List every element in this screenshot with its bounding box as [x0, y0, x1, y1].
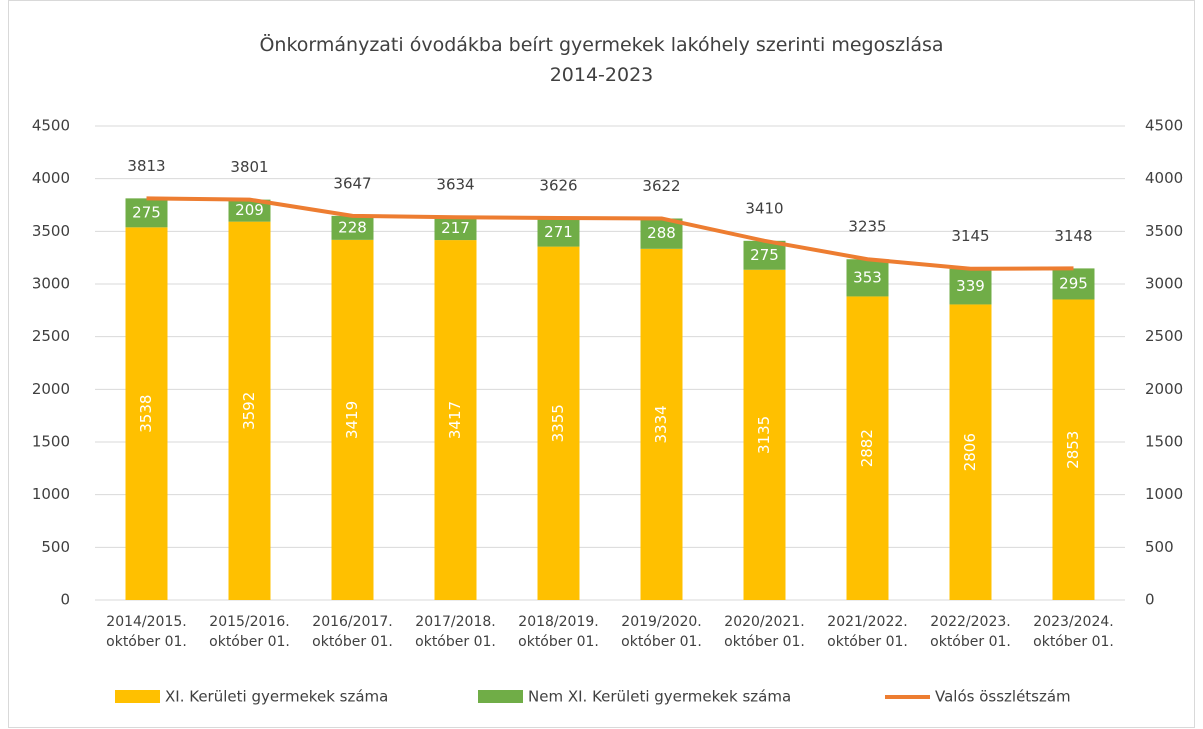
y2-tick-label: 500 — [1145, 538, 1174, 556]
bar-value-label: 275 — [750, 246, 779, 264]
line-value-label: 3148 — [1054, 227, 1092, 245]
bar — [743, 269, 786, 600]
y2-tick-label: 2500 — [1145, 327, 1183, 345]
bar-value-label: 275 — [132, 203, 161, 221]
bar-value-label: 228 — [338, 218, 367, 236]
bar — [331, 215, 374, 240]
y2-tick-label: 3500 — [1145, 222, 1183, 240]
bar-value-label: 3419 — [343, 401, 361, 439]
bar — [743, 240, 786, 270]
bar — [434, 240, 477, 601]
bar-value-label: 353 — [853, 268, 882, 286]
bar-value-label: 3355 — [549, 404, 567, 442]
bar — [537, 218, 580, 247]
bar — [1052, 299, 1095, 600]
y-tick-label: 0 — [60, 591, 70, 609]
x-tick-label: 2015/2016. október 01. — [209, 614, 290, 650]
bar — [640, 248, 683, 600]
y2-tick-label: 4000 — [1145, 169, 1183, 187]
bar — [949, 304, 992, 600]
x-tick-label: 2018/2019. október 01. — [518, 614, 599, 650]
bar-value-label: 3592 — [240, 392, 258, 430]
line-value-label: 3626 — [539, 177, 577, 195]
y2-tick-label: 2000 — [1145, 380, 1183, 398]
line-value-label: 3145 — [951, 227, 989, 245]
x-tick-label: 2022/2023. október 01. — [930, 614, 1011, 650]
line-value-label: 3622 — [642, 177, 680, 195]
x-tick-label: 2021/2022. október 01. — [827, 614, 908, 650]
y2-tick-label: 4500 — [1145, 117, 1183, 135]
bar — [125, 198, 168, 228]
bar — [228, 221, 271, 600]
bar-value-label: 2882 — [858, 429, 876, 467]
bar — [846, 296, 889, 600]
x-tick-label: 2019/2020. október 01. — [621, 614, 702, 650]
line-value-label: 3813 — [127, 157, 165, 175]
bar — [846, 259, 889, 297]
y2-tick-label: 1500 — [1145, 433, 1183, 451]
bar-value-label: 209 — [235, 201, 264, 219]
bar-value-label: 3135 — [755, 416, 773, 454]
line-value-label: 3235 — [848, 218, 886, 236]
bar-value-label: 3538 — [137, 395, 155, 433]
bar-value-label: 2853 — [1064, 431, 1082, 469]
y-tick-label: 1500 — [32, 433, 70, 451]
bar — [537, 246, 580, 600]
bar — [228, 199, 271, 222]
bar-value-label: 295 — [1059, 274, 1088, 292]
chart-title: Önkormányzati óvodákba beírt gyermekek l… — [259, 34, 944, 86]
y-tick-label: 3000 — [32, 275, 70, 293]
legend-label: Valós összlétszám — [935, 688, 1071, 706]
x-tick-label: 2014/2015. október 01. — [106, 614, 187, 650]
y-tick-label: 1000 — [32, 485, 70, 503]
x-tick-label: 2017/2018. október 01. — [415, 614, 496, 650]
line — [146, 196, 1074, 271]
y2-tick-label: 1000 — [1145, 485, 1183, 503]
bar — [1052, 268, 1095, 300]
legend-label: Nem XI. Kerületi gyermekek száma — [528, 688, 791, 706]
bar — [949, 268, 992, 305]
bar-value-label: 2806 — [961, 433, 979, 471]
bar — [125, 227, 168, 600]
y-tick-label: 3500 — [32, 222, 70, 240]
x-tick-label: 2016/2017. október 01. — [312, 614, 393, 650]
bar-value-label: 288 — [647, 224, 676, 242]
bar-value-label: 3334 — [652, 405, 670, 443]
x-tick-label: 2023/2024. október 01. — [1033, 614, 1114, 650]
bar-value-label: 217 — [441, 219, 470, 237]
y-tick-label: 4000 — [32, 169, 70, 187]
line-value-label: 3647 — [333, 174, 371, 192]
line-value-label: 3634 — [436, 176, 474, 194]
bar-value-label: 3417 — [446, 401, 464, 439]
y2-tick-label: 3000 — [1145, 275, 1183, 293]
legend-swatch — [115, 690, 160, 703]
legend-label: XI. Kerületi gyermekek száma — [165, 688, 388, 706]
y-tick-label: 4500 — [32, 117, 70, 135]
chart-frame — [8, 0, 1195, 728]
legend-swatch — [478, 690, 523, 703]
bar — [434, 217, 477, 241]
bar — [331, 239, 374, 600]
y-tick-label: 2500 — [32, 327, 70, 345]
line-value-label: 3801 — [230, 158, 268, 176]
y2-tick-label: 0 — [1145, 591, 1155, 609]
line-value-label: 3410 — [745, 199, 783, 217]
y-tick-label: 2000 — [32, 380, 70, 398]
bar-value-label: 339 — [956, 277, 985, 295]
x-tick-label: 2020/2021. október 01. — [724, 614, 805, 650]
bar-value-label: 271 — [544, 223, 573, 241]
y-tick-label: 500 — [41, 538, 70, 556]
